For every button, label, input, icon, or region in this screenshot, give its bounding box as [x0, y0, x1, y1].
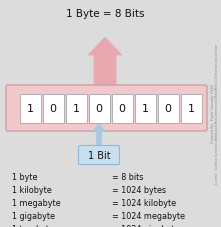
Text: 0: 0 — [50, 104, 57, 114]
Text: Created By:  Frank Cassady 2018: Created By: Frank Cassady 2018 — [211, 84, 215, 143]
Text: = 1024 megabyte: = 1024 megabyte — [112, 212, 185, 220]
FancyBboxPatch shape — [19, 94, 40, 123]
FancyBboxPatch shape — [181, 94, 202, 123]
Text: = 8 bits: = 8 bits — [112, 173, 143, 182]
Text: 1: 1 — [27, 104, 34, 114]
Text: = 1024 gigabyte: = 1024 gigabyte — [112, 225, 179, 227]
Text: 1 byte: 1 byte — [12, 173, 38, 182]
Text: 1 Byte = 8 Bits: 1 Byte = 8 Bits — [66, 9, 144, 19]
FancyBboxPatch shape — [78, 146, 120, 165]
Text: 1 megabyte: 1 megabyte — [12, 199, 61, 207]
Text: 1 terabyte: 1 terabyte — [12, 225, 54, 227]
FancyBboxPatch shape — [65, 94, 86, 123]
Text: 1: 1 — [72, 104, 80, 114]
Text: License:  Creative Commons Attribution-NonCommercial-ShareAlike 4.0 Internationa: License: Creative Commons Attribution-No… — [215, 44, 219, 183]
Text: 0: 0 — [118, 104, 126, 114]
FancyBboxPatch shape — [88, 94, 109, 123]
FancyBboxPatch shape — [112, 94, 133, 123]
FancyBboxPatch shape — [135, 94, 156, 123]
FancyBboxPatch shape — [6, 86, 207, 131]
Text: 1 Bit: 1 Bit — [88, 150, 110, 160]
Text: 1 kilobyte: 1 kilobyte — [12, 186, 52, 195]
Text: = 1024 kilobyte: = 1024 kilobyte — [112, 199, 176, 207]
Text: 1: 1 — [141, 104, 149, 114]
Text: 0: 0 — [95, 104, 103, 114]
FancyBboxPatch shape — [158, 94, 179, 123]
FancyArrow shape — [88, 38, 122, 90]
FancyArrow shape — [93, 123, 105, 147]
FancyBboxPatch shape — [42, 94, 63, 123]
Text: = 1024 bytes: = 1024 bytes — [112, 186, 166, 195]
Text: 0: 0 — [164, 104, 171, 114]
Text: 1: 1 — [187, 104, 194, 114]
Text: 1 gigabyte: 1 gigabyte — [12, 212, 55, 220]
